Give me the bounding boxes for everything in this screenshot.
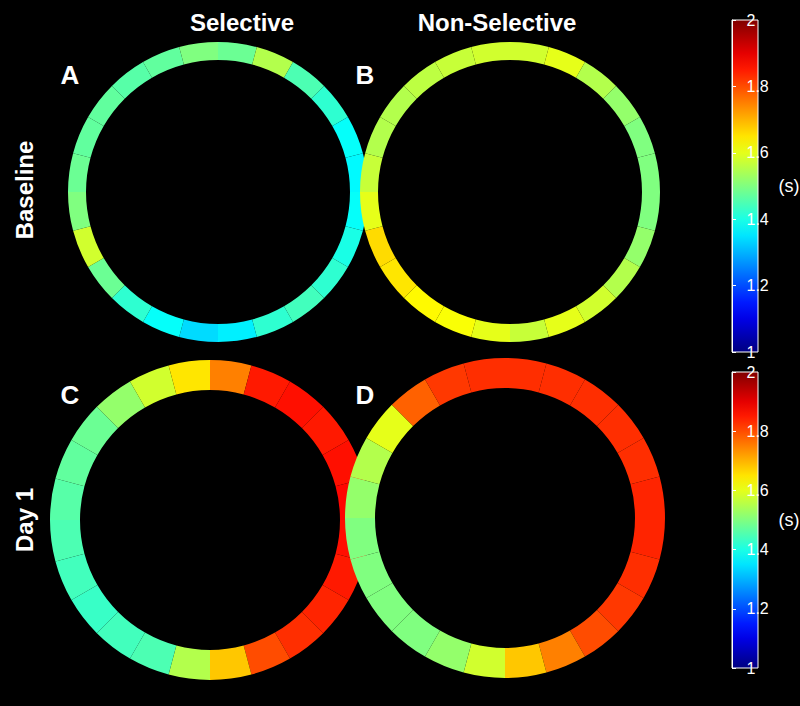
svg-text:1: 1 (747, 344, 756, 361)
svg-text:1.8: 1.8 (747, 423, 769, 440)
svg-text:1.4: 1.4 (747, 541, 769, 558)
svg-text:(s): (s) (779, 510, 800, 530)
svg-text:1.2: 1.2 (747, 600, 769, 617)
svg-text:2: 2 (747, 12, 756, 29)
svg-text:(s): (s) (779, 176, 800, 196)
svg-text:2: 2 (747, 364, 756, 381)
svg-text:1.8: 1.8 (747, 78, 769, 95)
svg-text:Day 1: Day 1 (11, 488, 38, 552)
svg-text:Non-Selective: Non-Selective (418, 9, 577, 36)
svg-text:1.6: 1.6 (747, 144, 769, 161)
svg-text:D: D (356, 380, 375, 410)
svg-text:1.6: 1.6 (747, 482, 769, 499)
svg-text:Baseline: Baseline (11, 141, 38, 240)
svg-text:C: C (61, 380, 80, 410)
svg-text:B: B (356, 60, 375, 90)
svg-text:A: A (61, 60, 80, 90)
svg-text:Selective: Selective (190, 9, 294, 36)
svg-text:1.4: 1.4 (747, 211, 769, 228)
svg-text:1: 1 (747, 660, 756, 677)
svg-text:1.2: 1.2 (747, 277, 769, 294)
